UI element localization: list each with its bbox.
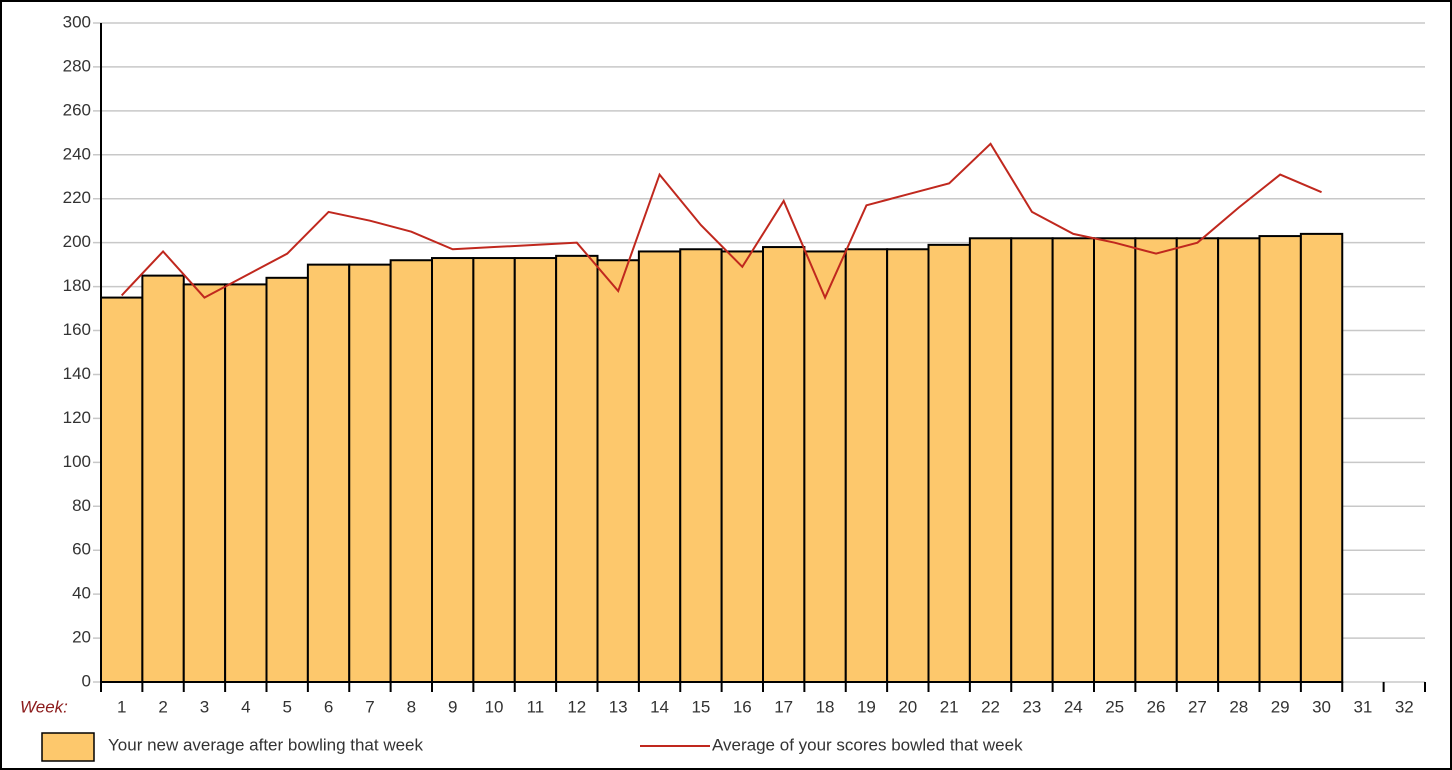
y-tick-label: 180 <box>63 276 91 295</box>
x-tick-label: 31 <box>1353 697 1372 716</box>
x-tick-label: 21 <box>940 697 959 716</box>
x-tick-label: 6 <box>324 697 333 716</box>
bar <box>1217 237 1261 683</box>
bar <box>265 276 309 683</box>
bar <box>1258 235 1302 683</box>
bar <box>1175 237 1220 683</box>
bar <box>141 274 185 683</box>
bar <box>679 248 723 684</box>
y-tick-label: 20 <box>72 628 91 647</box>
x-tick-label: 24 <box>1064 697 1083 716</box>
bar <box>803 250 847 683</box>
y-tick-label: 160 <box>63 320 91 339</box>
bar <box>968 237 1013 683</box>
x-tick-label: 5 <box>282 697 291 716</box>
y-tick-label: 40 <box>72 584 91 603</box>
x-tick-label: 18 <box>816 697 835 716</box>
x-tick-label: 13 <box>609 697 628 716</box>
bar <box>1010 237 1054 683</box>
bar <box>100 296 144 683</box>
bar <box>596 259 640 683</box>
bar <box>927 243 971 683</box>
bar <box>1051 237 1095 683</box>
bar <box>513 257 558 683</box>
y-tick-label: 80 <box>72 496 91 515</box>
bar <box>1134 237 1178 683</box>
bar <box>224 283 268 683</box>
x-tick-label: 10 <box>485 697 504 716</box>
bar <box>637 250 682 683</box>
bar <box>555 254 599 683</box>
x-tick-label: 23 <box>1022 697 1041 716</box>
x-tick-label: 3 <box>200 697 209 716</box>
x-tick-label: 30 <box>1312 697 1331 716</box>
bar <box>720 250 764 683</box>
x-tick-label: 1 <box>117 697 126 716</box>
y-tick-label: 280 <box>63 56 91 75</box>
x-tick-label: 9 <box>448 697 457 716</box>
y-tick-label: 140 <box>63 364 91 383</box>
x-tick-label: 2 <box>158 697 167 716</box>
x-tick-label: 17 <box>774 697 793 716</box>
bar <box>844 248 889 684</box>
x-tick-label: 26 <box>1147 697 1166 716</box>
y-tick-label: 0 <box>82 671 91 690</box>
bar <box>1093 237 1137 683</box>
y-tick-label: 220 <box>63 188 91 207</box>
legend-label: Average of your scores bowled that week <box>712 735 1023 754</box>
legend-swatch <box>41 732 95 762</box>
y-tick-label: 100 <box>63 452 91 471</box>
x-axis-label: Week: <box>20 697 68 716</box>
bar <box>886 248 930 684</box>
x-tick-label: 15 <box>691 697 710 716</box>
y-tick-label: 260 <box>63 100 91 119</box>
x-tick-label: 8 <box>407 697 416 716</box>
x-tick-label: 12 <box>567 697 586 716</box>
bar <box>306 263 351 683</box>
x-tick-label: 11 <box>527 697 545 716</box>
y-tick-label: 120 <box>63 408 91 427</box>
y-tick-label: 240 <box>63 144 91 163</box>
bar <box>182 283 227 683</box>
x-tick-label: 4 <box>241 697 250 716</box>
bar <box>348 263 392 683</box>
line <box>120 142 1322 301</box>
x-tick-label: 22 <box>981 697 1000 716</box>
x-tick-label: 14 <box>650 697 669 716</box>
bar <box>389 259 433 683</box>
x-tick-label: 16 <box>733 697 752 716</box>
x-tick-label: 19 <box>857 697 876 716</box>
bar <box>431 257 475 683</box>
x-tick-label: 27 <box>1188 697 1207 716</box>
y-tick-label: 300 <box>63 12 91 31</box>
x-tick-label: 28 <box>1229 697 1248 716</box>
y-tick-label: 200 <box>63 232 91 251</box>
bar <box>472 257 516 683</box>
x-tick-label: 32 <box>1395 697 1414 716</box>
x-tick-label: 25 <box>1105 697 1124 716</box>
x-tick-label: 29 <box>1271 697 1290 716</box>
y-tick-label: 60 <box>72 540 91 559</box>
x-tick-label: 7 <box>365 697 374 716</box>
bar <box>1299 232 1344 683</box>
x-tick-label: 20 <box>898 697 917 716</box>
bar <box>762 246 806 683</box>
legend-label: Your new average after bowling that week <box>108 735 424 754</box>
